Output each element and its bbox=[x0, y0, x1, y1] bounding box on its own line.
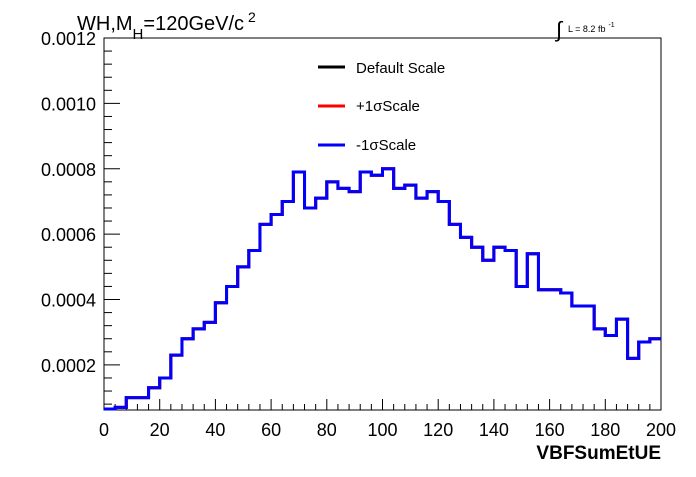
chart-title: WH,MH=120GeV/c 2 bbox=[77, 9, 256, 43]
legend-label-plus1sigma: +1σScale bbox=[356, 98, 420, 115]
x-tick-label: 140 bbox=[479, 420, 509, 440]
y-tick-label: 0.0008 bbox=[41, 160, 96, 180]
x-tick-label: 100 bbox=[367, 420, 397, 440]
x-tick-label: 180 bbox=[590, 420, 620, 440]
y-tick-label: 0.0002 bbox=[41, 356, 96, 376]
legend-entry-default: Default Scale bbox=[318, 60, 445, 77]
x-tick-label: 20 bbox=[150, 420, 170, 440]
series-layer bbox=[104, 167, 661, 411]
series-line-0 bbox=[104, 167, 661, 411]
legend-entry-minus1sigma: -1σScale bbox=[318, 137, 416, 154]
series-line-1 bbox=[104, 167, 661, 411]
y-tick-label: 0.0012 bbox=[41, 29, 96, 49]
x-tick-label: 200 bbox=[646, 420, 676, 440]
axes-layer: 0 20 40 60 80 100 120 140 160 180 200 0.0002 0.0004 0… bbox=[41, 29, 676, 440]
x-tick-label: 0 bbox=[99, 420, 109, 440]
plot-frame bbox=[103, 37, 662, 411]
legend-label-minus1sigma: -1σScale bbox=[356, 137, 416, 154]
title-after: =120GeV/c bbox=[143, 13, 244, 35]
x-tick-label: 80 bbox=[317, 420, 337, 440]
x-tick-label: 160 bbox=[535, 420, 565, 440]
x-tick-label: 120 bbox=[423, 420, 453, 440]
x-axis-label: VBFSumEtUE bbox=[536, 443, 661, 464]
title-subscript: H bbox=[133, 26, 144, 43]
x-tick-label: 60 bbox=[261, 420, 281, 440]
legend: Default Scale +1σScale -1σScale bbox=[318, 60, 445, 154]
lumi-integral: ∫ bbox=[554, 17, 564, 42]
lumi-superscript: -1 bbox=[608, 22, 614, 29]
lumi-text: L = 8.2 fb bbox=[568, 24, 605, 34]
title-main: WH,M bbox=[77, 13, 133, 35]
legend-label-default: Default Scale bbox=[356, 60, 445, 77]
title-superscript: 2 bbox=[248, 9, 256, 25]
series-line-2 bbox=[104, 167, 661, 411]
y-tick-label: 0.0004 bbox=[41, 291, 96, 311]
y-tick-label: 0.0010 bbox=[41, 94, 96, 114]
lumi-label: L = 8.2 fb -1 bbox=[568, 22, 615, 34]
y-tick-label: 0.0006 bbox=[41, 225, 96, 245]
x-tick-label: 40 bbox=[205, 420, 225, 440]
legend-entry-plus1sigma: +1σScale bbox=[318, 98, 420, 115]
